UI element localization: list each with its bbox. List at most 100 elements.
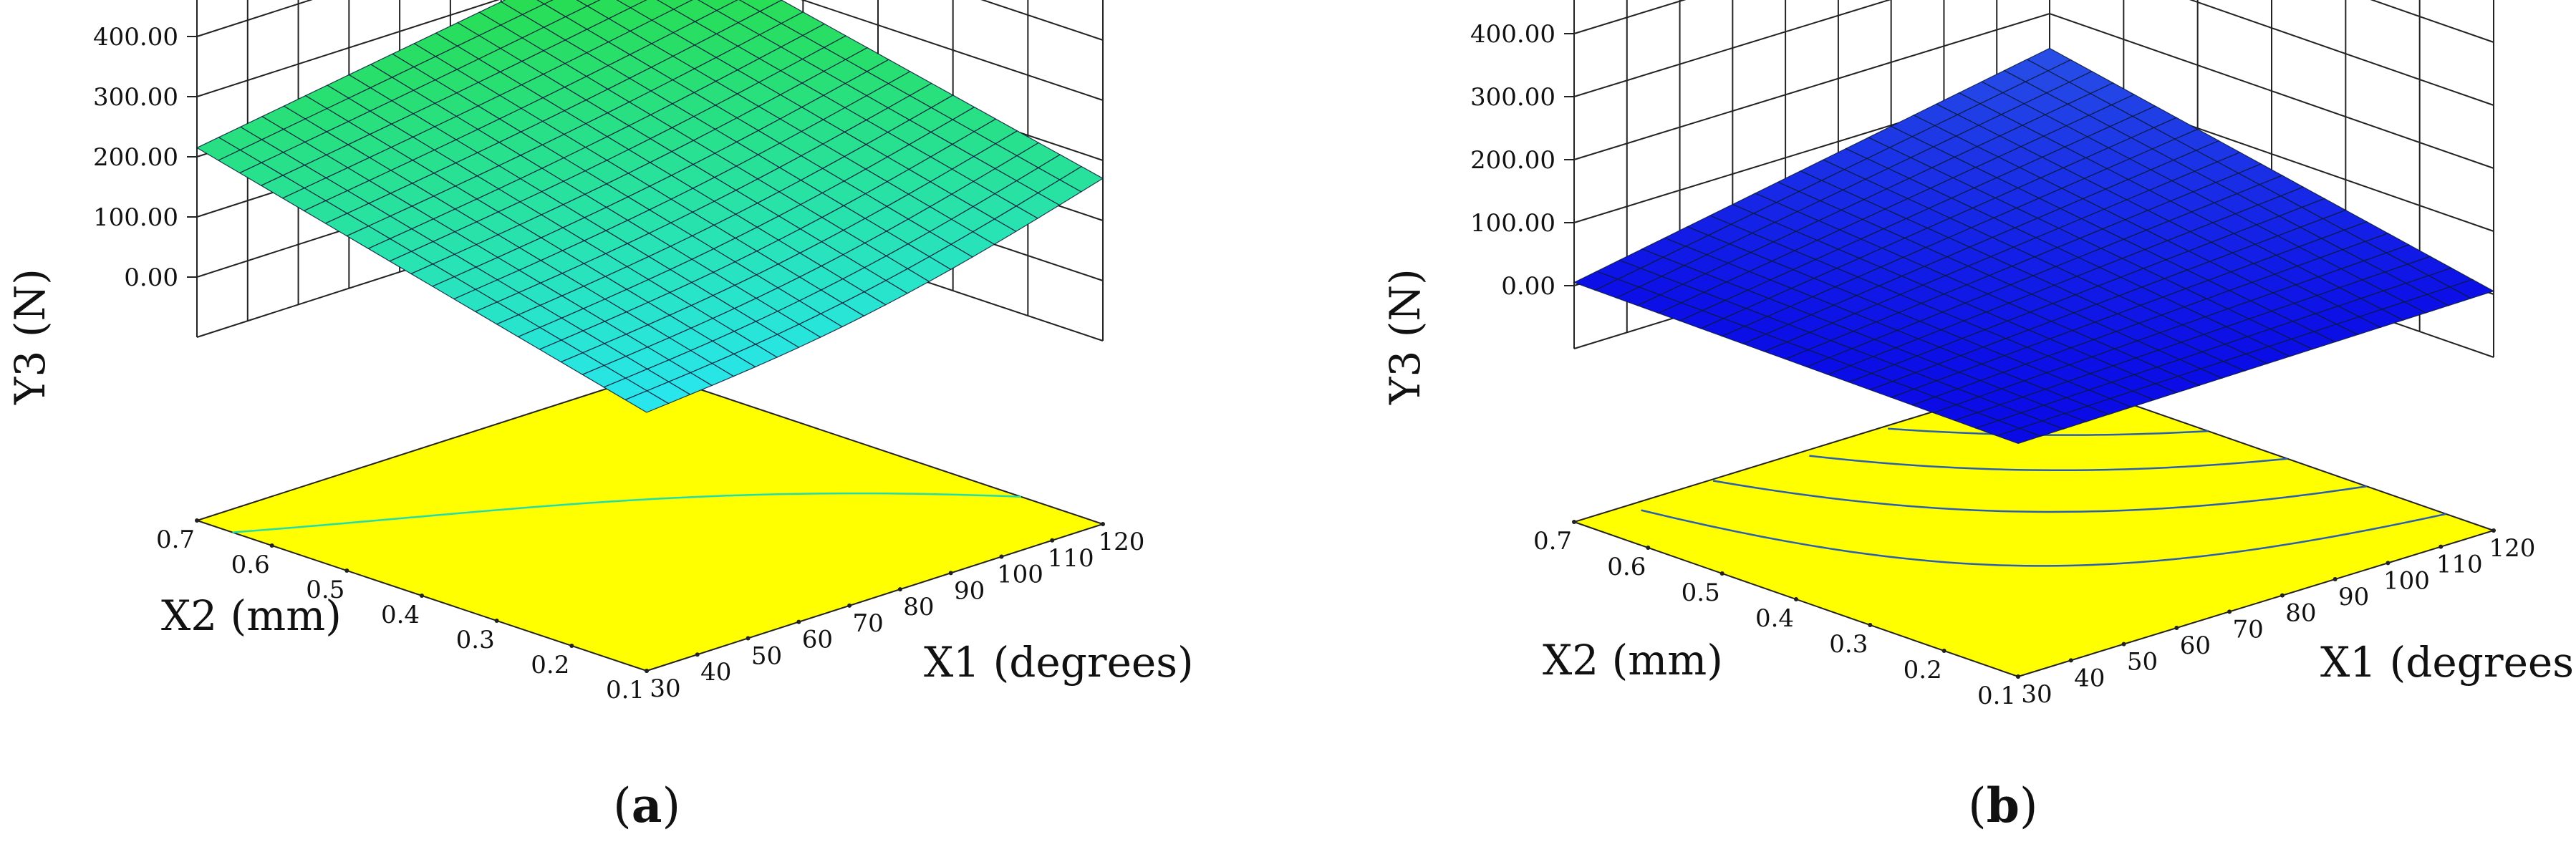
y-axis: 0.1 0.2 0.3 0.4 0.5 0.6 0.7 bbox=[156, 518, 649, 705]
wall-grid-line bbox=[1573, 12, 2494, 169]
panel-label: (b) bbox=[1968, 778, 2038, 833]
floor-contours bbox=[232, 492, 1021, 533]
y-tick-mark bbox=[1868, 623, 1873, 627]
x-tick-mark bbox=[695, 652, 700, 657]
y-tick-label: 0.4 bbox=[1755, 604, 1794, 633]
y-axis-label: X2 (mm) bbox=[1543, 636, 1723, 684]
y-tick-label: 0.2 bbox=[531, 651, 569, 679]
x-tick-label: 100 bbox=[997, 561, 1043, 589]
z-tick-label: 300.00 bbox=[93, 83, 178, 112]
contour-line bbox=[1641, 509, 2446, 567]
y-tick-label: 0.3 bbox=[456, 626, 495, 654]
x-axis-label: X1 (degrees) bbox=[924, 638, 1194, 687]
x-tick-mark bbox=[948, 571, 953, 576]
y-tick-label: 0.1 bbox=[606, 676, 645, 705]
z-axis-label: Y3 (N) bbox=[1381, 268, 1429, 405]
z-tick-label: 0.00 bbox=[1501, 272, 1555, 301]
y-tick-label: 0.4 bbox=[381, 601, 420, 629]
response-surface bbox=[1573, 47, 2495, 445]
x-tick-label: 100 bbox=[2383, 566, 2430, 595]
y-tick-label: 0.3 bbox=[1829, 630, 1868, 659]
x-tick-mark bbox=[1101, 522, 1105, 526]
z-tick-label: 400.00 bbox=[93, 23, 178, 52]
x-tick-label: 90 bbox=[2338, 583, 2369, 611]
y-tick-mark bbox=[195, 518, 199, 523]
panel-label-open: ( bbox=[613, 778, 632, 833]
x-tick-mark bbox=[999, 554, 1004, 559]
contour-line bbox=[1712, 480, 2368, 513]
y-tick-mark bbox=[1572, 520, 1576, 524]
y-tick-mark bbox=[569, 644, 574, 648]
y-tick-mark bbox=[494, 619, 499, 623]
x-tick-label: 60 bbox=[2180, 631, 2211, 660]
panel-label-close: ) bbox=[2020, 778, 2038, 833]
z-tick-label: 100.00 bbox=[93, 203, 178, 232]
y-tick-label: 0.5 bbox=[1682, 578, 1720, 607]
surface-plot-b: 0.00100.00200.00300.00400.00500.00304050… bbox=[1381, 0, 2576, 833]
x-tick-label: 120 bbox=[2489, 534, 2536, 563]
contour-line bbox=[1809, 455, 2288, 472]
contour-line bbox=[232, 492, 1021, 533]
x-tick-label: 80 bbox=[2285, 599, 2316, 628]
x-tick-mark bbox=[897, 587, 902, 592]
x-tick-label: 90 bbox=[954, 576, 985, 605]
y-tick-label: 0.6 bbox=[1607, 553, 1646, 581]
wall-grid-line bbox=[1573, 0, 2494, 106]
x-tick-mark bbox=[2174, 626, 2179, 630]
y-tick-mark bbox=[420, 594, 424, 598]
x-tick-label: 40 bbox=[700, 658, 731, 687]
response-surface bbox=[196, 0, 1104, 413]
y-tick-label: 0.7 bbox=[1533, 527, 1572, 556]
y-tick-label: 0.1 bbox=[1977, 682, 2016, 710]
surface-cell bbox=[624, 390, 670, 413]
x-tick-mark bbox=[2386, 561, 2391, 566]
chart-panel-a: 0.00100.00200.00300.00400.00500.00304050… bbox=[0, 0, 1288, 854]
x-tick-label: 30 bbox=[2021, 680, 2052, 709]
y-tick-mark bbox=[344, 568, 349, 573]
x-tick-label: 70 bbox=[2232, 615, 2263, 644]
y-axis-label: X2 (mm) bbox=[161, 591, 342, 640]
contour-line bbox=[1888, 427, 2209, 436]
x-tick-mark bbox=[1050, 538, 1055, 543]
x-tick-label: 30 bbox=[650, 674, 680, 703]
x-tick-mark bbox=[2227, 609, 2232, 614]
panel-label-close: ) bbox=[662, 778, 681, 833]
z-tick-label: 300.00 bbox=[1470, 83, 1555, 112]
y-tick-mark bbox=[269, 543, 274, 548]
x-tick-mark bbox=[2280, 593, 2285, 598]
z-tick-label: 200.00 bbox=[93, 143, 178, 172]
z-tick-label: 400.00 bbox=[1470, 20, 1555, 49]
z-tick-label: 200.00 bbox=[1470, 146, 1555, 175]
y-tick-mark bbox=[1941, 649, 1947, 653]
y-tick-mark bbox=[645, 669, 649, 673]
x-tick-mark bbox=[796, 619, 801, 624]
x-tick-mark bbox=[2438, 544, 2444, 549]
y-tick-mark bbox=[1794, 597, 1798, 601]
y-tick-label: 0.5 bbox=[306, 576, 344, 604]
wall-grid-line bbox=[196, 0, 1104, 101]
x-tick-label: 120 bbox=[1099, 528, 1145, 556]
x-tick-label: 80 bbox=[903, 593, 934, 621]
x-tick-mark bbox=[746, 636, 751, 641]
y-tick-mark bbox=[1646, 546, 1651, 550]
x-tick-label: 70 bbox=[852, 609, 883, 638]
z-axis-label: Y3 (N) bbox=[6, 268, 54, 405]
y-tick-label: 0.2 bbox=[1904, 656, 1942, 684]
z-tick-label: 0.00 bbox=[124, 263, 178, 292]
x-tick-mark bbox=[2121, 641, 2126, 647]
y-axis: 0.1 0.2 0.3 0.4 0.5 0.6 0.7 bbox=[1533, 520, 2020, 710]
x-tick-label: 40 bbox=[2074, 664, 2105, 692]
surface-cell bbox=[1995, 427, 2042, 445]
x-axis-label: X1 (degrees) bbox=[2320, 638, 2575, 687]
y-tick-mark bbox=[1719, 571, 1724, 576]
surface-cell bbox=[576, 0, 601, 7]
x-tick-label: 60 bbox=[802, 626, 833, 654]
x-tick-label: 110 bbox=[2436, 551, 2483, 579]
y-tick-mark bbox=[2016, 674, 2020, 679]
surface-plot-a: 0.00100.00200.00300.00400.00500.00304050… bbox=[6, 0, 1194, 833]
x-tick-label: 50 bbox=[2127, 648, 2158, 677]
y-tick-label: 0.7 bbox=[156, 526, 195, 554]
